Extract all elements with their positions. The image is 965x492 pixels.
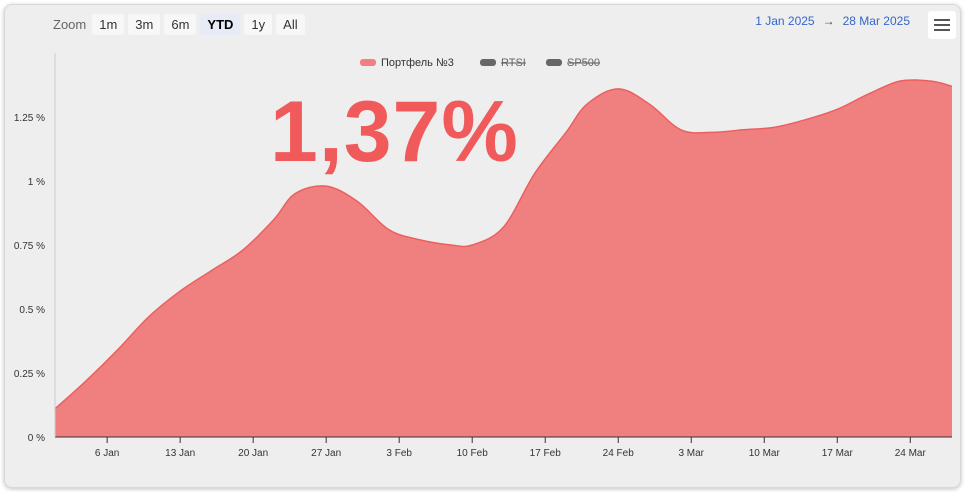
series-line-portfolio-3[interactable]	[54, 79, 953, 410]
x-tick-label: 10 Feb	[457, 448, 489, 459]
x-tick-label: 24 Feb	[603, 448, 635, 459]
x-tick-label: 6 Jan	[95, 448, 119, 459]
legend-symbol	[546, 59, 562, 66]
x-axis: 6 Jan 13 Jan 20 Jan 27 Jan 3 Feb 10 Feb 17 Feb…	[95, 437, 927, 459]
zoom-label: Zoom	[53, 16, 87, 32]
legend: Портфель №3 RTSI SP500	[360, 57, 600, 69]
hamburger-menu-icon[interactable]	[928, 11, 956, 39]
x-tick-label: 27 Jan	[311, 448, 341, 459]
y-tick-label: 1.25 %	[14, 113, 45, 124]
zoom-1y-button[interactable]: 1y	[244, 13, 273, 35]
headline-return-value: 1,37%	[270, 84, 519, 180]
legend-item-0[interactable]: Портфель №3	[360, 57, 454, 69]
zoom-3m-button[interactable]: 3m	[128, 13, 161, 35]
chart-container: Zoom 1m 3m 6m YTD 1y All 1 Jan 2025 → 28…	[4, 4, 961, 488]
x-tick-label: 24 Mar	[895, 448, 927, 459]
range-from-date[interactable]: 1 Jan 2025	[755, 14, 815, 28]
x-tick-label: 3 Mar	[678, 448, 704, 459]
legend-symbol	[360, 59, 376, 66]
x-tick-label: 10 Mar	[749, 448, 781, 459]
x-tick-label: 17 Feb	[530, 448, 562, 459]
legend-item-2[interactable]: SP500	[546, 57, 600, 69]
y-tick-label: 1 %	[28, 177, 45, 188]
y-tick-label: 0.75 %	[14, 241, 45, 252]
area-chart: 0 % 0.25 % 0.5 % 0.75 % 1 % 1.25 % 6 Jan 13 Ja…	[14, 53, 953, 459]
x-tick-label: 13 Jan	[165, 448, 195, 459]
legend-item-1[interactable]: RTSI	[480, 57, 526, 69]
y-tick-label: 0.5 %	[19, 305, 45, 316]
range-arrow-icon: →	[822, 14, 835, 28]
y-tick-label: 0 %	[28, 433, 45, 444]
range-to-date[interactable]: 28 Mar 2025	[842, 14, 910, 28]
legend-label: RTSI	[501, 57, 526, 69]
y-axis: 0 % 0.25 % 0.5 % 0.75 % 1 % 1.25 %	[14, 113, 45, 444]
zoom-6m-button[interactable]: 6m	[164, 13, 197, 35]
zoom-all-button[interactable]: All	[276, 13, 305, 35]
zoom-ytd-button[interactable]: YTD	[200, 13, 241, 35]
x-tick-label: 3 Feb	[386, 448, 412, 459]
x-tick-label: 20 Jan	[238, 448, 268, 459]
date-range: 1 Jan 2025 → 28 Mar 2025	[755, 14, 910, 28]
legend-label: Портфель №3	[381, 57, 454, 69]
series-area-portfolio-3[interactable]	[55, 79, 952, 437]
legend-symbol	[480, 59, 496, 66]
y-tick-label: 0.25 %	[14, 369, 45, 380]
x-tick-label: 17 Mar	[822, 448, 854, 459]
legend-label: SP500	[567, 57, 600, 69]
plot-area	[54, 53, 953, 438]
zoom-1m-button[interactable]: 1m	[92, 13, 125, 35]
range-selector: Zoom 1m 3m 6m YTD 1y All	[53, 13, 305, 35]
